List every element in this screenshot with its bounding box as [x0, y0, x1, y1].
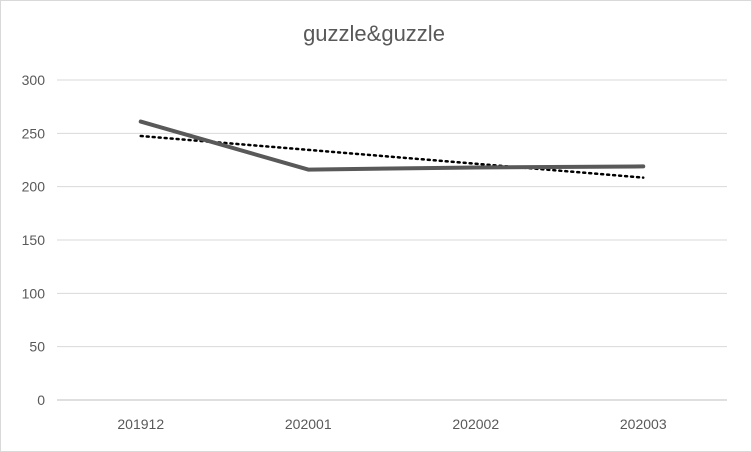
y-tick-label: 300: [22, 72, 46, 88]
y-axis-ticks: 0 50 100 150 200 250 300: [22, 72, 46, 408]
series-layer: [138, 119, 646, 179]
y-tick-label: 250: [22, 125, 46, 141]
x-axis-ticks: 201912 202001 202002 202003: [117, 416, 666, 432]
chart-title: guzzle&guzzle: [303, 21, 445, 46]
y-tick-label: 0: [37, 392, 45, 408]
y-tick-label: 100: [22, 285, 46, 301]
series-line: [138, 119, 646, 172]
x-tick-label: 202003: [620, 416, 667, 432]
trendline: [139, 134, 645, 179]
x-tick-label: 202001: [285, 416, 332, 432]
y-tick-label: 150: [22, 232, 46, 248]
gridlines: [57, 79, 727, 401]
y-tick-label: 200: [22, 179, 46, 195]
x-tick-label: 202002: [452, 416, 499, 432]
x-tick-label: 201912: [117, 416, 164, 432]
y-tick-label: 50: [29, 339, 45, 355]
